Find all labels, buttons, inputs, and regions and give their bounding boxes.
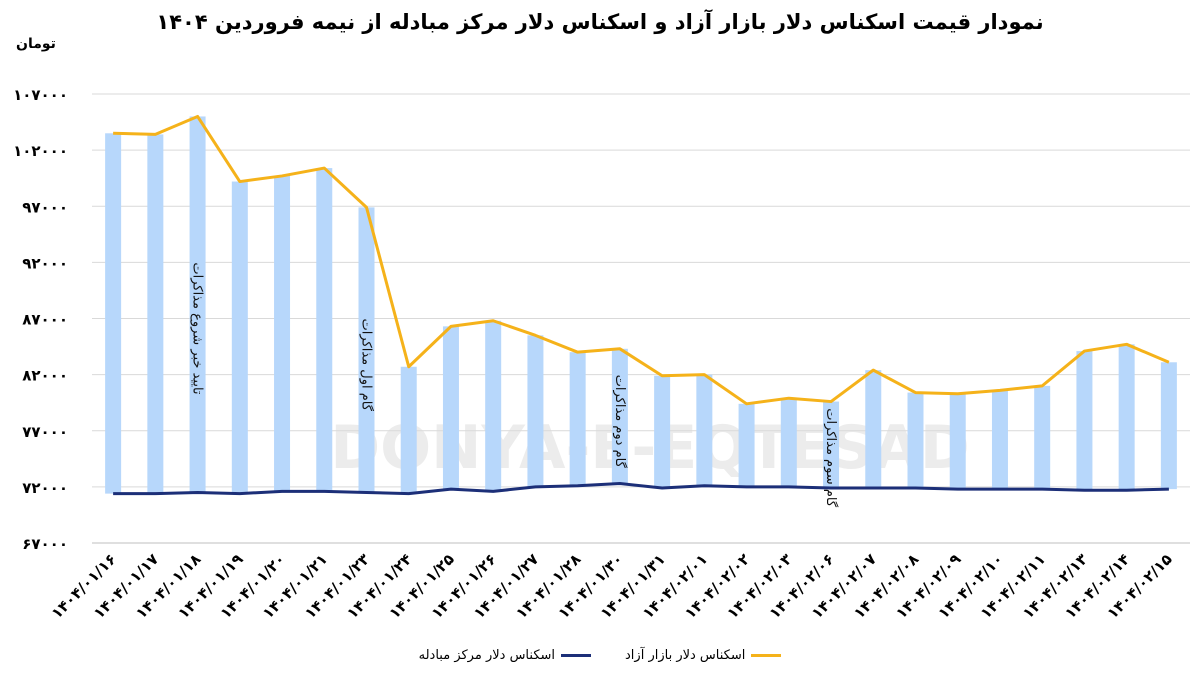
- annotation-label: گام سوم مذاکرات: [823, 408, 839, 508]
- y-tick-label: ۷۲۰۰۰: [22, 479, 68, 497]
- bar: [231, 181, 248, 494]
- bar: [274, 175, 291, 492]
- annotation-label: تایید خبر شروع مذاکرات: [190, 262, 205, 395]
- bar: [147, 134, 164, 494]
- bar: [823, 401, 840, 488]
- bar: [1118, 344, 1135, 491]
- legend-item-official: اسکناس دلار مرکز مبادله: [418, 648, 592, 663]
- y-tick-label: ۶۷۰۰۰: [22, 535, 68, 553]
- bar: [189, 116, 206, 493]
- bar: [569, 352, 586, 486]
- bar: [949, 393, 966, 490]
- series-line-free-market: [113, 114, 1170, 406]
- y-tick-label: ۹۲۰۰۰: [22, 254, 68, 272]
- watermark: DONYA-E-EQTESAD: [330, 413, 969, 483]
- bar: [1076, 351, 1093, 491]
- legend-label-official: اسکناس دلار مرکز مبادله: [418, 648, 556, 663]
- bar: [991, 390, 1008, 490]
- bar: [358, 207, 375, 493]
- y-tick-label: ۸۲۰۰۰: [22, 367, 68, 385]
- series-line-exchange-center: [113, 482, 1169, 496]
- bar: [316, 168, 333, 492]
- bar: [907, 392, 924, 488]
- bar: [696, 374, 713, 486]
- y-axis-unit: تومان: [16, 36, 56, 52]
- bar: [105, 133, 122, 494]
- bar: [442, 326, 459, 490]
- legend-item-free: اسکناس دلار بازار آزاد: [625, 648, 782, 663]
- bar: [780, 398, 797, 487]
- chart-title: نمودار قیمت اسکناس دلار بازار آزاد و اسک…: [156, 10, 1044, 34]
- legend-swatch-free: [751, 654, 782, 657]
- y-tick-label: ۱۰۲۰۰۰: [13, 142, 68, 160]
- bar: [611, 348, 628, 484]
- legend-swatch-official: [561, 654, 592, 657]
- y-tick-label: ۷۷۰۰۰: [22, 423, 68, 441]
- bar: [865, 370, 882, 488]
- annotation-label: گام دوم مذاکرات: [612, 375, 628, 469]
- bar: [738, 403, 755, 487]
- bar: [1160, 362, 1177, 490]
- bar: [654, 375, 671, 488]
- legend-label-free: اسکناس دلار بازار آزاد: [625, 648, 746, 663]
- bar: [400, 366, 417, 494]
- y-tick-label: ۸۷۰۰۰: [22, 311, 68, 329]
- y-tick-label: ۱۰۷۰۰۰: [13, 86, 68, 104]
- bar: [1034, 385, 1051, 490]
- bar: [527, 335, 544, 487]
- bar: [485, 320, 502, 492]
- legend: اسکناس دلار بازار آزاد اسکناس دلار مرکز …: [0, 648, 1200, 663]
- y-tick-label: ۹۷۰۰۰: [22, 198, 68, 216]
- annotation-label: گام اول مذاکرات: [359, 319, 375, 412]
